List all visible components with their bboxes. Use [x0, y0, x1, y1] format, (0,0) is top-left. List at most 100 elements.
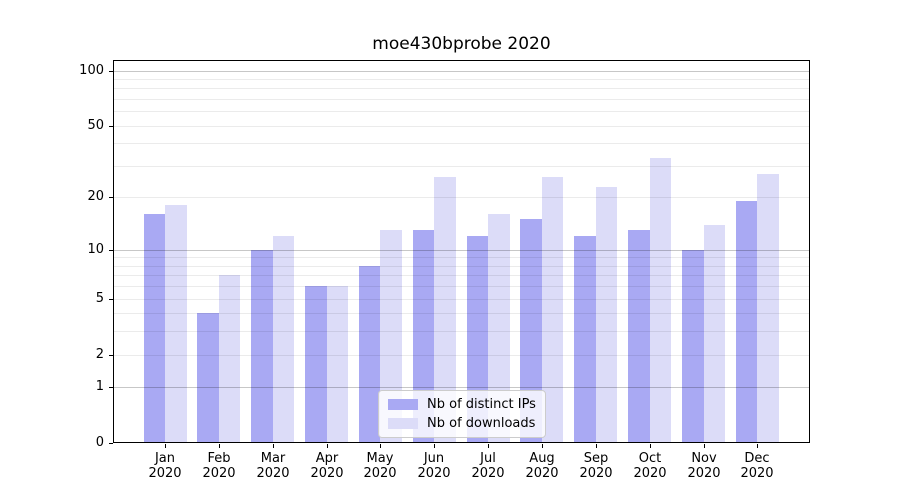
y-tick-label-2: 2	[95, 347, 104, 362]
x-tick-year: 2020	[471, 466, 505, 481]
x-tick-year: 2020	[202, 466, 236, 481]
gridline-minor-60	[113, 111, 810, 112]
gridline-major-1	[113, 387, 810, 388]
bar-distinct-ips-mar	[251, 249, 273, 444]
x-tick-month: Nov	[691, 451, 717, 466]
bar-distinct-ips-aug	[520, 219, 542, 444]
x-tick-year: 2020	[579, 466, 613, 481]
y-tick-50	[109, 126, 113, 127]
y-tick-100	[109, 71, 113, 72]
x-tick-jul	[488, 444, 489, 448]
bar-distinct-ips-nov	[682, 249, 704, 444]
x-tick-label-sep: Sep 2020	[564, 451, 628, 481]
y-tick-1	[109, 387, 113, 388]
gridline-minor-9	[113, 257, 810, 258]
bar-distinct-ips-jan	[143, 214, 165, 444]
gridline-minor-50	[113, 126, 810, 127]
x-tick-year: 2020	[633, 466, 667, 481]
x-tick-mar	[273, 444, 274, 448]
bar-downloads-apr	[326, 286, 349, 444]
x-tick-apr	[327, 444, 328, 448]
x-tick-label-feb: Feb 2020	[187, 451, 251, 481]
y-tick-label-1: 1	[95, 379, 104, 394]
bar-downloads-jun	[434, 177, 456, 444]
legend: Nb of distinct IPs Nb of downloads	[378, 390, 546, 438]
x-tick-year: 2020	[310, 466, 344, 481]
y-tick-label-0: 0	[95, 435, 104, 450]
x-tick-year: 2020	[363, 466, 397, 481]
legend-swatch-distinct-ips	[388, 399, 418, 410]
legend-item-downloads: Nb of downloads	[388, 415, 536, 431]
legend-label-distinct-ips: Nb of distinct IPs	[427, 396, 536, 412]
bar-distinct-ips-dec	[735, 201, 758, 444]
x-tick-month: Jul	[480, 451, 496, 466]
x-tick-year: 2020	[256, 466, 290, 481]
gridline-minor-7	[113, 275, 810, 276]
gridline-minor-6	[113, 286, 810, 287]
legend-label-downloads: Nb of downloads	[427, 415, 536, 431]
gridline-minor-5	[113, 299, 810, 300]
bar-downloads-nov	[703, 224, 725, 444]
bar-distinct-ips-oct	[628, 230, 650, 444]
y-tick-10	[109, 250, 113, 251]
x-tick-label-nov: Nov 2020	[672, 451, 736, 481]
x-tick-year: 2020	[417, 466, 451, 481]
gridline-minor-2	[113, 355, 810, 356]
x-tick-month: Mar	[260, 451, 286, 466]
gridline-major-10	[113, 250, 810, 251]
x-tick-label-oct: Oct 2020	[618, 451, 682, 481]
x-tick-jun	[434, 444, 435, 448]
x-tick-label-aug: Aug 2020	[510, 451, 574, 481]
bar-downloads-jul	[488, 214, 510, 444]
y-tick-5	[109, 299, 113, 300]
x-tick-year: 2020	[740, 466, 774, 481]
x-tick-month: Apr	[315, 451, 339, 466]
x-tick-label-apr: Apr 2020	[295, 451, 359, 481]
x-tick-label-dec: Dec 2020	[725, 451, 789, 481]
x-tick-year: 2020	[687, 466, 721, 481]
x-tick-jan	[165, 444, 166, 448]
gridline-minor-30	[113, 166, 810, 167]
bar-downloads-oct	[649, 158, 672, 444]
gridline-minor-40	[113, 143, 810, 144]
x-tick-label-jul: Jul 2020	[456, 451, 520, 481]
bar-downloads-sep	[595, 186, 618, 444]
x-tick-feb	[219, 444, 220, 448]
bar-distinct-ips-sep	[574, 236, 596, 444]
y-tick-label-50: 50	[87, 118, 104, 133]
gridline-minor-3	[113, 331, 810, 332]
y-tick-20	[109, 197, 113, 198]
gridline-minor-8	[113, 266, 810, 267]
chart-title: moe430bprobe 2020	[372, 34, 551, 54]
x-tick-label-jun: Jun 2020	[402, 451, 466, 481]
bar-downloads-feb	[218, 275, 241, 444]
gridline-minor-70	[113, 99, 810, 100]
x-tick-month: Feb	[207, 451, 231, 466]
x-tick-may	[380, 444, 381, 448]
legend-swatch-downloads	[388, 418, 418, 429]
gridline-minor-4	[113, 313, 810, 314]
legend-item-distinct-ips: Nb of distinct IPs	[388, 396, 536, 412]
bar-downloads-aug	[541, 177, 564, 444]
x-tick-month: Jun	[423, 451, 445, 466]
x-tick-nov	[704, 444, 705, 448]
bar-distinct-ips-apr	[305, 286, 327, 444]
y-tick-label-5: 5	[95, 291, 104, 306]
x-tick-year: 2020	[525, 466, 559, 481]
x-tick-month: May	[366, 451, 394, 466]
y-tick-0	[109, 443, 113, 444]
y-tick-label-100: 100	[79, 63, 104, 78]
gridline-major-100	[113, 71, 810, 72]
bar-downloads-mar	[272, 236, 295, 444]
x-tick-label-mar: Mar 2020	[241, 451, 305, 481]
x-tick-dec	[757, 444, 758, 448]
y-tick-label-20: 20	[87, 189, 104, 204]
x-tick-sep	[596, 444, 597, 448]
x-tick-oct	[650, 444, 651, 448]
gridline-minor-80	[113, 88, 810, 89]
x-tick-label-may: May 2020	[348, 451, 412, 481]
x-tick-month: Dec	[744, 451, 770, 466]
bar-distinct-ips-feb	[197, 313, 219, 444]
bar-distinct-ips-may	[358, 265, 381, 444]
